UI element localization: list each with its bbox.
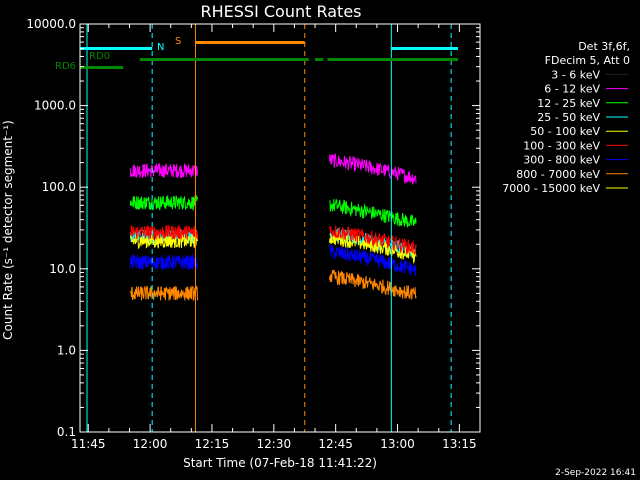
legend-label-6: 300 - 800 keV <box>523 154 600 167</box>
y-tick-label-4: 1.0 <box>57 343 76 357</box>
flag-bar-rd6-0 <box>80 66 124 69</box>
series-line-0-0 <box>129 94 198 104</box>
flag-label-rd6: RD6 <box>55 61 76 72</box>
y-tick-label-5: 0.1 <box>57 425 76 439</box>
flag-bars: NS RD0 RD6 <box>55 36 458 72</box>
flag-bar-n-0 <box>80 47 153 50</box>
flag-label-n: N <box>157 42 164 53</box>
x-tick-label-2: 12:15 <box>195 437 230 451</box>
flag-bar-rd0-2 <box>327 58 458 61</box>
legend: Det 3f,6f,FDecim 5, Att 03 - 6 keV 6 - 12… <box>502 40 630 195</box>
legend-label-8: 7000 - 15000 keV <box>502 182 600 195</box>
series-line-5-1 <box>329 225 417 256</box>
series-6 <box>129 243 417 277</box>
y-tick-label-2: 100.0 <box>42 180 76 194</box>
chart-title: RHESSI Count Rates <box>201 2 362 21</box>
series-5 <box>129 224 417 256</box>
series-line-2-1 <box>329 198 417 228</box>
series-line-6-0 <box>129 253 198 270</box>
plot-frame <box>79 23 481 433</box>
x-tick-label-3: 12:30 <box>257 437 292 451</box>
legend-label-5: 100 - 300 keV <box>523 139 600 152</box>
y-axis-label: Count Rate (s⁻¹ detector segment⁻¹) <box>1 120 15 340</box>
x-axis-label: Start Time (07-Feb-18 11:41:22) <box>183 456 377 470</box>
y-tick-label-0: 10000.0 <box>26 17 76 31</box>
flag-bar-rd0-1 <box>315 58 324 61</box>
legend-label-2: 12 - 25 keV <box>537 97 600 110</box>
series-line-7-1 <box>329 269 417 300</box>
series-line-2-0 <box>129 194 198 212</box>
series-line-0-1 <box>329 86 417 110</box>
date-stamp: 2-Sep-2022 16:41 <box>555 468 636 478</box>
series-0 <box>129 86 417 110</box>
series-line-5-0 <box>129 224 198 241</box>
series-1 <box>129 153 417 185</box>
series-line-6-1 <box>329 243 417 277</box>
legend-label-4: 50 - 100 keV <box>530 125 600 138</box>
plot-area <box>129 86 417 301</box>
x-tick-label-4: 12:45 <box>318 437 353 451</box>
series-2 <box>129 194 417 228</box>
series-7 <box>129 269 417 301</box>
legend-label-0: 3 - 6 keV <box>551 68 600 81</box>
legend-label-7: 800 - 7000 keV <box>516 168 600 181</box>
flag-bar-rd0-0 <box>139 58 309 61</box>
flag-label-s: S <box>175 36 181 47</box>
x-tick-label-5: 13:00 <box>380 437 415 451</box>
legend-header-1: FDecim 5, Att 0 <box>545 54 630 67</box>
legend-label-3: 25 - 50 keV <box>537 111 600 124</box>
x-tick-label-6: 13:15 <box>442 437 477 451</box>
event-lines <box>86 24 452 432</box>
series-line-4-0 <box>129 232 198 249</box>
legend-header-0: Det 3f,6f, <box>578 40 630 53</box>
y-tick-label-3: 10.0 <box>49 262 76 276</box>
series-line-7-0 <box>129 284 198 301</box>
series-line-1-1 <box>329 153 417 185</box>
axes: 11:45 12:00 12:15 12:30 12:45 13:00 13:15 10000… <box>26 17 481 451</box>
flag-label-rd0: RD0 <box>89 51 110 62</box>
y-tick-label-1: 1000.0 <box>34 99 76 113</box>
x-tick-label-1: 12:00 <box>133 437 168 451</box>
series-line-1-0 <box>129 163 198 179</box>
x-tick-label-0: 11:45 <box>71 437 106 451</box>
legend-label-1: 6 - 12 keV <box>544 83 600 96</box>
flag-bar-s-0 <box>195 41 305 44</box>
flag-bar-n-1 <box>391 47 458 50</box>
